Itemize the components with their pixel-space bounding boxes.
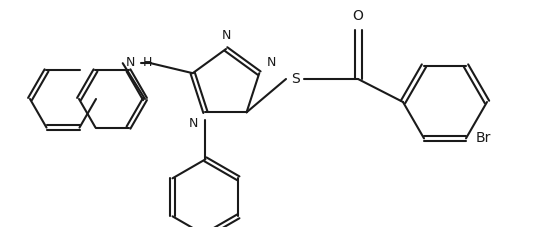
Text: Br: Br [476,131,491,145]
Text: H: H [143,56,152,69]
Text: S: S [291,72,299,86]
Text: O: O [353,9,363,23]
Text: N: N [125,56,134,69]
Text: N: N [189,117,198,130]
Text: N: N [221,29,231,42]
Text: N: N [266,56,275,69]
